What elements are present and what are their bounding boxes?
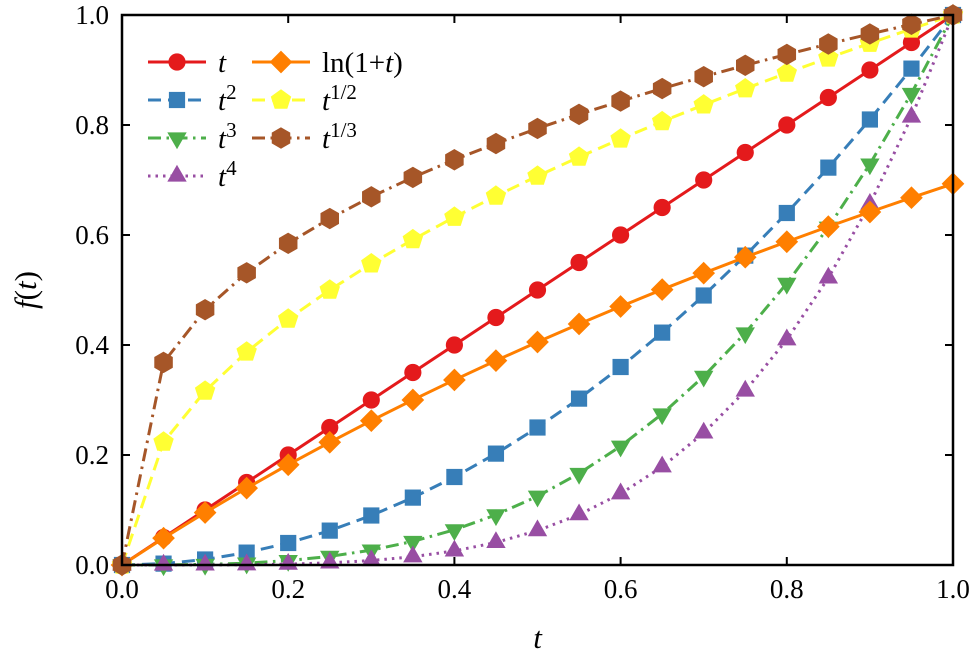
plot-area — [110, 3, 965, 577]
legend-label: t1/2 — [322, 80, 357, 117]
legend-label: ln(1+t) — [322, 47, 403, 79]
legend-item-t: t — [148, 47, 227, 79]
legend-label: t3 — [218, 118, 237, 155]
x-tick-label: 0.2 — [271, 574, 305, 604]
x-axis-label: t — [533, 620, 543, 655]
x-tick-label: 0.6 — [604, 574, 638, 604]
y-tick-label: 0.4 — [75, 330, 109, 360]
y-axis-label: f(t) — [8, 271, 43, 309]
tick-labels: 0.0 0.2 0.4 0.6 0.8 1.0 0.0 0.2 0.4 0.6 0.8 1.0 — [75, 0, 970, 604]
x-tick-label: 1.0 — [936, 574, 970, 604]
x-tick-label: 0.0 — [105, 574, 139, 604]
series-ln(1+t) — [110, 172, 965, 577]
legend-item-t^4: t4 — [148, 156, 237, 193]
x-tick-label: 0.4 — [438, 574, 472, 604]
legend-label: t2 — [218, 80, 237, 117]
legend-item-t^2: t2 — [148, 80, 237, 117]
legend-label: t4 — [218, 156, 237, 193]
legend-item-t^3: t3 — [148, 118, 237, 155]
legend-label: t — [218, 47, 227, 79]
plot-frame — [120, 13, 955, 567]
y-tick-label: 0.0 — [75, 550, 109, 580]
series-markers-ln(1+t) — [110, 172, 965, 577]
x-tick-label: 0.8 — [770, 574, 804, 604]
y-tick-label: 0.8 — [75, 110, 109, 140]
legend-item-ln(1+t): ln(1+t) — [252, 47, 403, 79]
y-tick-label: 1.0 — [75, 0, 109, 30]
y-tick-label: 0.6 — [75, 220, 109, 250]
legend-item-t^(1/3): t1/3 — [252, 118, 357, 155]
legend-label: t1/3 — [322, 118, 357, 155]
y-tick-label: 0.2 — [75, 440, 109, 470]
legend-item-t^(1/2): t1/2 — [252, 80, 357, 117]
